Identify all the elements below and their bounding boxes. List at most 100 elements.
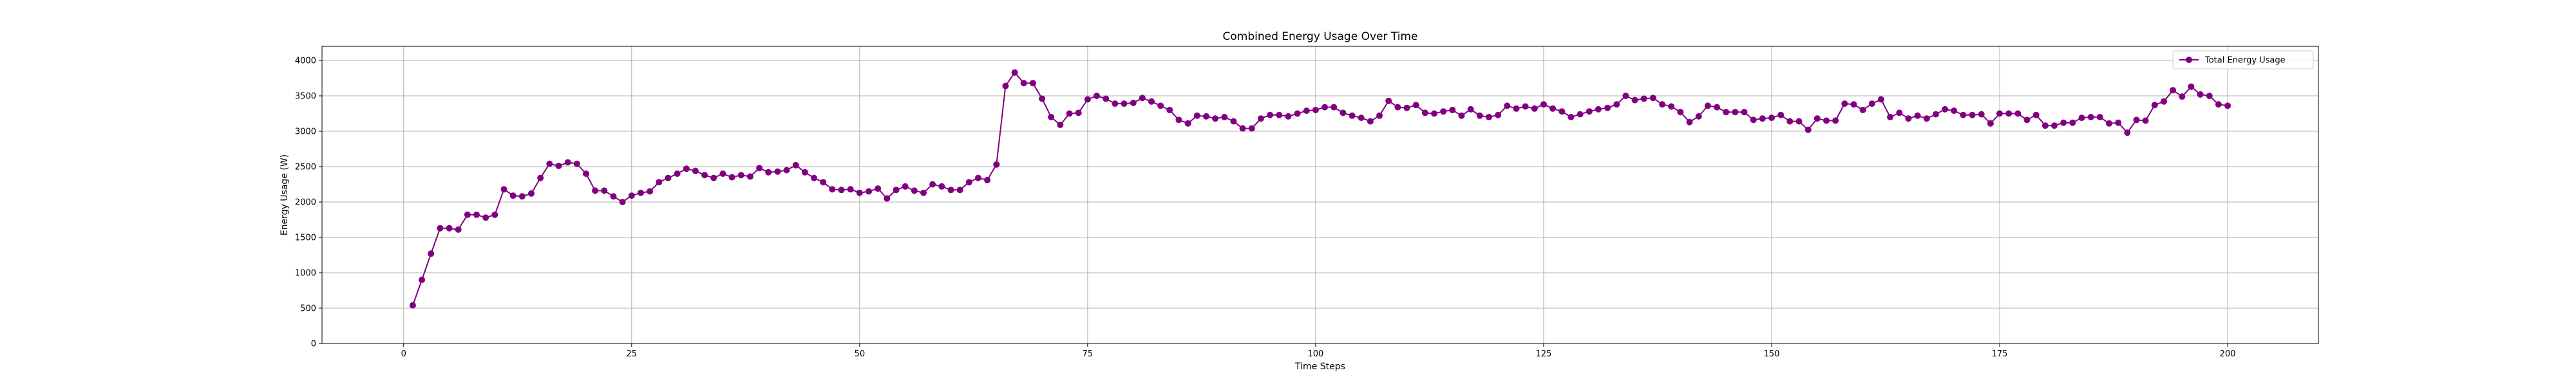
data-point (610, 193, 617, 200)
data-point (528, 190, 535, 197)
data-point (765, 169, 772, 176)
y-tick-label: 1500 (295, 234, 316, 243)
data-point (1978, 111, 1985, 118)
data-point (1057, 122, 1064, 129)
data-point (1486, 114, 1492, 120)
data-point (1476, 112, 1483, 119)
series-layer (409, 69, 2231, 309)
data-point (555, 162, 562, 169)
data-point (1714, 104, 1720, 111)
data-point (2023, 116, 2031, 124)
data-point (1549, 105, 1557, 112)
data-point (1686, 118, 1693, 125)
data-point (1586, 108, 1593, 115)
data-point (1221, 114, 1228, 120)
data-point (701, 172, 708, 179)
data-point (1467, 106, 1474, 113)
data-point (1094, 93, 1100, 99)
data-point (1193, 112, 1200, 119)
data-point (947, 187, 954, 194)
data-point (1832, 117, 1839, 124)
data-point (1668, 103, 1675, 110)
plot-area (322, 46, 2318, 344)
data-point (2179, 93, 2186, 100)
y-tick-label: 3000 (295, 127, 316, 137)
data-point (783, 167, 790, 174)
x-tick-label: 125 (1536, 349, 1552, 359)
data-point (537, 174, 544, 181)
data-point (756, 165, 763, 172)
data-point (1868, 100, 1875, 107)
data-point (2060, 119, 2067, 126)
data-point (920, 189, 927, 196)
data-point (893, 187, 900, 194)
data-point (1002, 82, 1009, 89)
data-point (847, 186, 854, 193)
data-point (1923, 115, 1930, 122)
data-point (1850, 101, 1857, 108)
data-point (1358, 115, 1365, 122)
data-point (500, 186, 507, 193)
y-tick-label: 2000 (295, 198, 316, 208)
data-point (2078, 115, 2085, 122)
data-point (1914, 112, 1921, 119)
data-point (1704, 102, 1711, 109)
data-point (1148, 98, 1155, 105)
data-point (911, 187, 918, 194)
data-point (1039, 95, 1046, 102)
data-point (428, 250, 435, 257)
x-tick-label: 50 (855, 349, 866, 359)
data-point (1303, 107, 1310, 115)
data-point (2133, 116, 2140, 124)
data-point (1066, 110, 1073, 117)
data-point (866, 188, 872, 195)
data-point (710, 174, 717, 181)
data-point (774, 168, 781, 175)
data-point (601, 187, 608, 194)
data-point (1558, 108, 1566, 115)
data-point (2115, 119, 2122, 126)
data-point (1942, 106, 1949, 113)
data-point (1385, 97, 1392, 104)
data-point (984, 176, 991, 183)
data-point (2170, 87, 2177, 94)
data-point (1048, 114, 1055, 120)
data-point (1969, 111, 1976, 118)
x-tick-label: 0 (401, 349, 406, 359)
data-point (2014, 110, 2022, 117)
data-point (1750, 116, 1757, 124)
data-point (1394, 104, 1401, 111)
data-point (1887, 114, 1894, 120)
data-point (1440, 108, 1447, 115)
data-point (564, 159, 571, 166)
data-point (820, 179, 827, 186)
legend-marker-swatch (2186, 57, 2192, 63)
data-point (2161, 98, 2167, 105)
x-tick-label: 200 (2220, 349, 2236, 359)
data-point (1267, 111, 1274, 118)
data-point (2142, 117, 2149, 124)
data-point (1029, 80, 1036, 87)
y-tick-label: 2500 (295, 163, 316, 172)
data-point (1276, 111, 1283, 118)
data-point (1595, 106, 1602, 113)
data-point (583, 170, 589, 177)
x-axis-title: Time Steps (1294, 362, 1345, 372)
data-point (1349, 112, 1356, 119)
data-point (1905, 115, 1912, 122)
data-point (1112, 100, 1119, 107)
data-point (965, 179, 972, 186)
data-point (491, 211, 498, 218)
x-tick-label: 75 (1083, 349, 1094, 359)
data-point (2096, 114, 2103, 120)
x-tick-label: 25 (627, 349, 638, 359)
data-point (1640, 95, 1647, 102)
data-point (2224, 102, 2231, 109)
data-point (692, 167, 699, 174)
data-point (1321, 104, 1329, 111)
data-point (1084, 96, 1091, 103)
data-point (1613, 101, 1620, 108)
legend-entry-total-energy-usage: Total Energy Usage (2204, 56, 2286, 66)
data-point (509, 192, 516, 199)
y-tick-label: 3500 (295, 92, 316, 102)
